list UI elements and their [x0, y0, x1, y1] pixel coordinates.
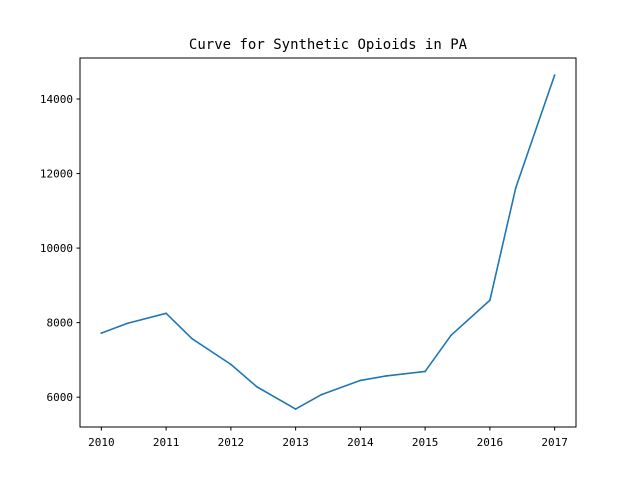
- y-tick-label: 8000: [47, 317, 74, 330]
- x-tick-label: 2010: [88, 436, 115, 449]
- data-point-10: [424, 370, 427, 373]
- data-point-1: [126, 322, 129, 325]
- data-point-7: [320, 393, 323, 396]
- axes-frame: [79, 57, 577, 428]
- x-tick-label: 2011: [153, 436, 180, 449]
- plot-area: [100, 74, 556, 411]
- y-axis-ticks: 6000 8000 10000 12000 14000: [40, 93, 80, 404]
- y-tick-label: 10000: [40, 242, 73, 255]
- x-tick-label: 2016: [477, 436, 504, 449]
- chart-title: Curve for Synthetic Opioids in PA: [189, 37, 468, 53]
- data-point-5: [255, 385, 258, 388]
- data-point-0: [100, 332, 103, 334]
- data-point-3: [191, 337, 193, 340]
- data-point-12: [488, 299, 491, 302]
- x-tick-label: 2013: [282, 436, 309, 449]
- data-point-11: [450, 334, 452, 337]
- data-point-13: [514, 186, 517, 189]
- data-point-6: [294, 408, 297, 411]
- x-tick-label: 2015: [412, 436, 439, 449]
- data-point-4: [229, 363, 232, 366]
- x-tick-label: 2017: [541, 436, 568, 449]
- x-axis-ticks: 2010 2011 2012 2013 2014 2015 2016 2017: [88, 427, 568, 449]
- y-tick-label: 12000: [40, 168, 73, 181]
- y-tick-label: 6000: [47, 391, 74, 404]
- data-point-8: [359, 379, 362, 382]
- x-tick-label: 2014: [347, 436, 374, 449]
- y-tick-label: 14000: [40, 93, 73, 106]
- x-tick-label: 2012: [218, 436, 245, 449]
- data-point-9: [385, 375, 388, 377]
- data-point-2: [165, 312, 168, 315]
- data-point-14: [553, 74, 556, 77]
